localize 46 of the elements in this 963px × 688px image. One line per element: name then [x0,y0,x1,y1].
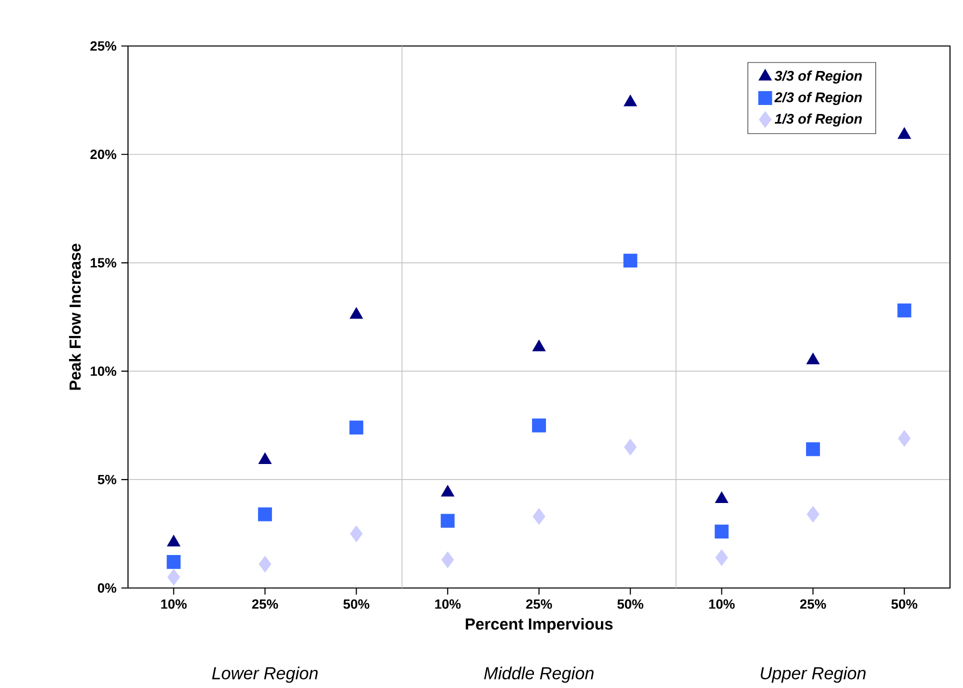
point [532,418,546,432]
y-tick-label: 25% [90,41,116,51]
y-tick-label: 10% [90,366,116,376]
x-tick-label: 50% [343,599,370,609]
x-tick-label: 10% [161,599,187,609]
point [258,556,272,572]
point [624,438,637,456]
x-tick-label: 25% [800,599,826,609]
point [623,254,638,268]
x-tick-label: 10% [709,599,735,609]
y-tick-label: 15% [90,258,116,268]
point [532,508,546,525]
point [806,352,820,364]
text: Lower Region [212,666,318,683]
x-tick-label: 25% [526,599,552,609]
point [440,514,455,528]
y-tick-label: 0% [98,583,116,593]
point [714,524,729,539]
text: Upper Region [760,666,866,683]
y-tick-label: 5% [98,474,116,484]
text: Middle Region [484,666,594,683]
legend-label: 3/3 of Region [774,70,862,84]
point [897,304,912,318]
y-axis-title: Peak Flow Increase [69,244,81,390]
x-tick-label: 25% [252,599,278,609]
legend-label: 1/3 of Region [774,113,862,127]
x-tick-label: 10% [435,599,461,609]
point [806,506,820,523]
x-tick-label: 50% [891,599,918,609]
point [532,340,546,352]
y-tick-label: 20% [90,150,116,160]
point [167,568,180,586]
point [715,549,728,566]
point [806,442,820,456]
point [350,307,363,319]
x-tick-label: 50% [617,599,644,609]
point [350,526,363,542]
point [258,507,272,522]
point [898,127,911,139]
point [624,94,637,106]
x-axis-title: Percent Impervious [466,618,613,633]
legend-label: 2/3 of Region [774,92,862,106]
point [349,420,364,434]
point [166,555,181,569]
point [898,430,911,447]
point [441,552,454,568]
